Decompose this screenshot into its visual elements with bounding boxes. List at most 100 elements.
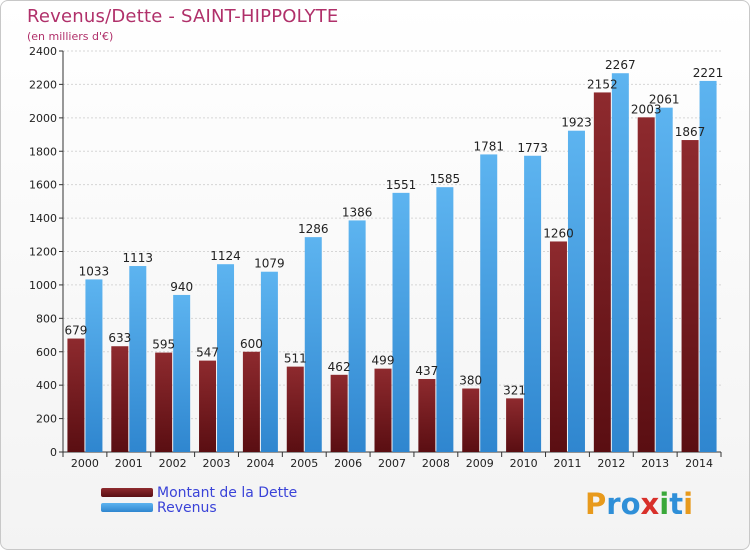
revenus-value-label: 1773 <box>517 141 548 155</box>
y-tick-label: 2400 <box>29 45 57 58</box>
logo-letter: i <box>683 487 694 521</box>
logo-letter: t <box>669 487 684 521</box>
revenus-value-label: 1033 <box>79 264 110 278</box>
chart-subtitle: (en milliers d'€) <box>27 30 114 43</box>
y-tick-label: 1800 <box>29 145 57 158</box>
debt-bar <box>374 368 392 452</box>
y-tick-label: 400 <box>36 379 57 392</box>
revenus-value-label: 1923 <box>561 116 592 130</box>
legend-swatch-debt <box>101 488 153 497</box>
revenus-bar <box>480 154 498 453</box>
x-tick-label: 2008 <box>422 457 450 470</box>
legend-item-debt: Montant de la Dette <box>101 485 297 501</box>
debt-value-label: 1867 <box>675 125 706 139</box>
debt-bar <box>462 388 480 452</box>
debt-value-label: 462 <box>328 360 351 374</box>
debt-bar <box>637 117 655 452</box>
revenus-value-label: 2267 <box>605 58 636 72</box>
revenus-bar <box>85 279 103 452</box>
revenus-value-label: 1113 <box>123 251 154 265</box>
revenus-value-label: 1551 <box>386 178 417 192</box>
revenus-bar <box>436 187 454 452</box>
axes: 0 200 400 600 800 1000 1200 1400 1600 1800 2000 220… <box>29 45 722 470</box>
y-tick-label: 1000 <box>29 279 57 292</box>
revenus-value-label: 2221 <box>693 66 724 80</box>
x-tick-label: 2014 <box>685 457 713 470</box>
logo-letter: i <box>659 487 670 521</box>
legend: Montant de la Dette Revenus <box>101 485 297 516</box>
y-tick-label: 0 <box>50 446 57 459</box>
logo-letter: r <box>606 487 621 521</box>
y-tick-label: 200 <box>36 413 57 426</box>
x-tick-label: 2012 <box>597 457 625 470</box>
x-tick-label: 2005 <box>290 457 318 470</box>
revenus-bar <box>392 192 410 452</box>
revenus-bar <box>611 73 629 453</box>
y-tick-label: 600 <box>36 346 57 359</box>
revenus-value-label: 1781 <box>473 139 504 153</box>
debt-value-label: 1260 <box>543 226 574 240</box>
bars <box>67 73 717 453</box>
debt-value-label: 547 <box>196 346 219 360</box>
logo-letter: o <box>620 487 641 521</box>
revenus-value-label: 1585 <box>430 172 461 186</box>
x-tick-label: 2002 <box>159 457 187 470</box>
x-tick-label: 2011 <box>553 457 581 470</box>
data-labels: 679 633 595 547 600 511 462 499 437 380 321 1260 215… <box>64 58 723 397</box>
debt-value-label: 2152 <box>587 77 618 91</box>
chart-title: Revenus/Dette - SAINT-HIPPOLYTE <box>27 6 339 27</box>
legend-swatch-revenus <box>101 503 153 512</box>
debt-value-label: 633 <box>108 331 131 345</box>
legend-item-revenus: Revenus <box>101 499 297 516</box>
proxiti-logo: Proxiti <box>585 487 693 521</box>
revenus-bar <box>129 266 147 452</box>
debt-value-label: 437 <box>415 364 438 378</box>
legend-label-revenus: Revenus <box>157 499 217 516</box>
y-tick-label: 2000 <box>29 112 57 125</box>
debt-value-label: 679 <box>64 324 87 338</box>
x-tick-label: 2010 <box>510 457 538 470</box>
debt-bar <box>67 338 85 452</box>
debt-value-label: 380 <box>459 374 482 388</box>
debt-value-label: 321 <box>503 383 526 397</box>
revenus-bar <box>655 107 673 453</box>
debt-bar <box>681 140 699 452</box>
debt-bar <box>506 398 524 452</box>
y-tick-label: 1400 <box>29 212 57 225</box>
revenus-bar <box>260 271 278 452</box>
revenus-bar <box>699 80 717 453</box>
debt-value-label: 2003 <box>631 102 662 116</box>
x-tick-label: 2001 <box>115 457 143 470</box>
y-tick-label: 1200 <box>29 246 57 259</box>
x-tick-label: 2004 <box>246 457 274 470</box>
revenus-bar <box>348 220 366 452</box>
debt-bar <box>286 366 304 452</box>
y-tick-label: 1600 <box>29 179 57 192</box>
debt-bar <box>199 360 217 452</box>
y-tick-label: 800 <box>36 312 57 325</box>
debt-bar <box>111 346 129 452</box>
revenus-bar <box>217 264 235 452</box>
debt-bar <box>330 374 348 452</box>
y-tick-label: 2200 <box>29 78 57 91</box>
debt-bar <box>242 351 260 452</box>
debt-bar <box>549 241 567 452</box>
revenus-value-label: 1124 <box>210 249 241 263</box>
revenus-bar <box>567 130 585 453</box>
revenus-value-label: 1079 <box>254 257 285 271</box>
revenus-value-label: 940 <box>170 280 193 294</box>
revenus-value-label: 1386 <box>342 205 373 219</box>
debt-bar <box>155 352 173 452</box>
x-tick-label: 2009 <box>466 457 494 470</box>
debt-bar <box>418 378 436 452</box>
grid-lines <box>63 50 721 420</box>
revenus-bar <box>304 237 322 452</box>
debt-value-label: 511 <box>284 352 307 366</box>
revenus-bar <box>173 294 191 452</box>
x-tick-label: 2006 <box>334 457 362 470</box>
x-tick-label: 2007 <box>378 457 406 470</box>
logo-letter: x <box>640 487 660 521</box>
revenus-value-label: 1286 <box>298 222 329 236</box>
